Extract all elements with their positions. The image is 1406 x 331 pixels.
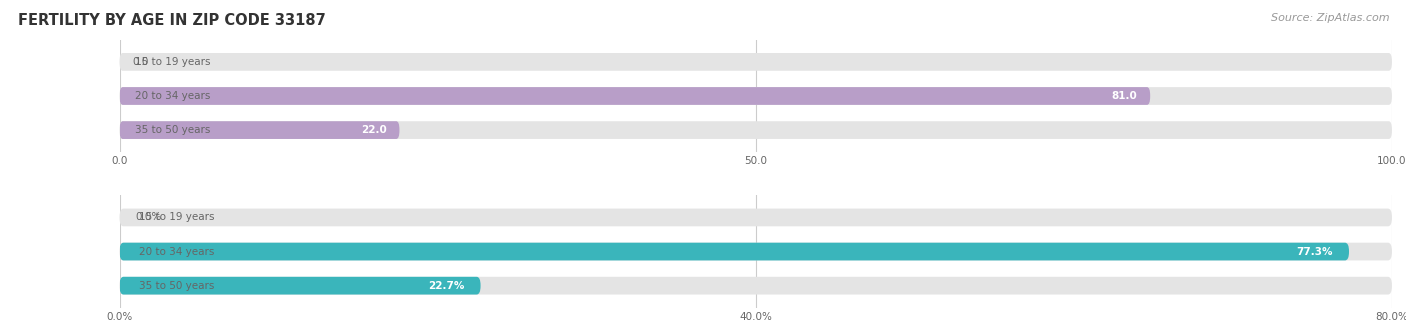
Text: 0.0%: 0.0% xyxy=(135,213,162,222)
FancyBboxPatch shape xyxy=(120,277,481,295)
Text: 20 to 34 years: 20 to 34 years xyxy=(135,91,209,101)
FancyBboxPatch shape xyxy=(120,243,1392,260)
Text: 22.7%: 22.7% xyxy=(429,281,464,291)
Text: 35 to 50 years: 35 to 50 years xyxy=(139,281,214,291)
FancyBboxPatch shape xyxy=(120,243,1348,260)
FancyBboxPatch shape xyxy=(120,53,1392,71)
FancyBboxPatch shape xyxy=(120,277,1392,295)
Text: FERTILITY BY AGE IN ZIP CODE 33187: FERTILITY BY AGE IN ZIP CODE 33187 xyxy=(18,13,326,28)
Text: 81.0: 81.0 xyxy=(1112,91,1137,101)
FancyBboxPatch shape xyxy=(120,87,1392,105)
Text: 20 to 34 years: 20 to 34 years xyxy=(139,247,214,257)
Text: 35 to 50 years: 35 to 50 years xyxy=(135,125,209,135)
Text: 77.3%: 77.3% xyxy=(1296,247,1333,257)
Text: Source: ZipAtlas.com: Source: ZipAtlas.com xyxy=(1271,13,1389,23)
FancyBboxPatch shape xyxy=(120,87,1150,105)
FancyBboxPatch shape xyxy=(120,121,1392,139)
Text: 0.0: 0.0 xyxy=(132,57,149,67)
Text: 22.0: 22.0 xyxy=(361,125,387,135)
Text: 15 to 19 years: 15 to 19 years xyxy=(139,213,214,222)
FancyBboxPatch shape xyxy=(120,209,1392,226)
Text: 15 to 19 years: 15 to 19 years xyxy=(135,57,211,67)
FancyBboxPatch shape xyxy=(120,121,399,139)
